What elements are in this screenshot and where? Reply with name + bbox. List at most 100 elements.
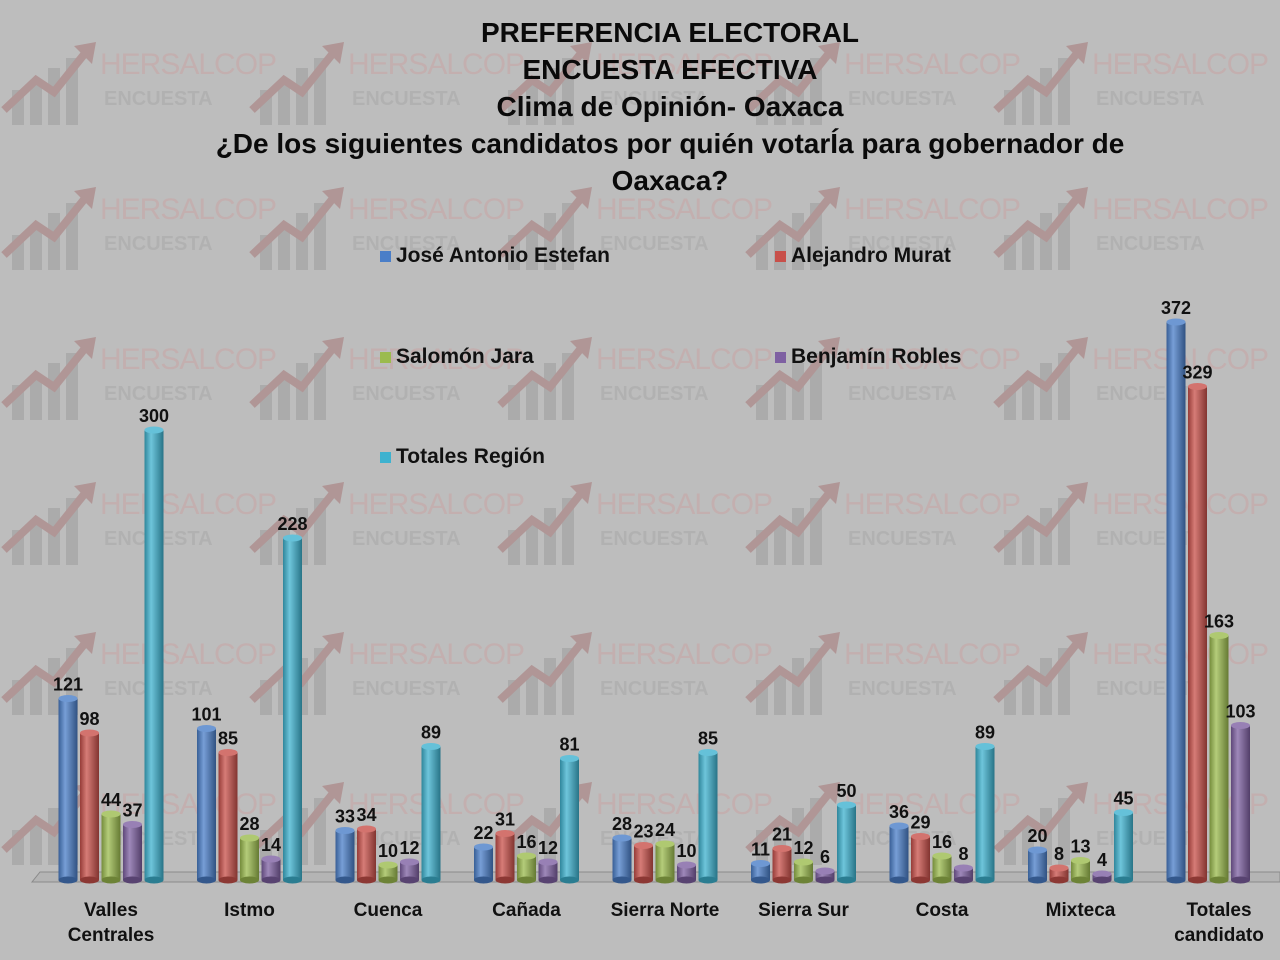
bar-2-1 — [80, 729, 99, 884]
bar-4-2 — [261, 855, 281, 884]
bar-3-9 — [1209, 632, 1229, 884]
watermark-sub: ENCUESTA — [1096, 233, 1205, 255]
trend-arrow-icon — [993, 337, 1088, 420]
watermark-name: HERSALCOP — [844, 638, 1021, 671]
bar-2-8 — [1049, 864, 1069, 884]
data-label: 89 — [421, 723, 441, 743]
bar-5-8 — [1114, 809, 1133, 884]
data-label: 23 — [633, 822, 653, 842]
bar-1-2 — [197, 725, 216, 884]
data-label: 121 — [53, 675, 83, 695]
category-label: Sierra Norte — [611, 900, 720, 921]
bar-5-2 — [283, 534, 302, 884]
trend-arrow-icon — [993, 187, 1088, 270]
category-label: Totales — [1186, 900, 1251, 921]
trend-arrow-icon — [497, 337, 592, 420]
bar-5-5 — [698, 749, 718, 884]
data-label: 37 — [122, 801, 142, 821]
data-label: 228 — [277, 514, 307, 534]
data-label: 10 — [378, 841, 398, 861]
title-line-2: ENCUESTA EFECTIVA — [522, 54, 818, 85]
category-label: Mixteca — [1046, 900, 1116, 921]
category-label: Centrales — [68, 925, 155, 946]
watermark-name: HERSALCOP — [348, 48, 525, 81]
legend-item-jara: Salomón Jara — [380, 345, 534, 369]
data-label: 101 — [191, 705, 221, 725]
category-label-layer: Valles Centrales Istmo Cuenca Cañada Sierra N… — [68, 900, 1264, 946]
watermark-sub: ENCUESTA — [600, 678, 709, 700]
watermark-name: HERSALCOP — [348, 488, 525, 521]
watermark-tile: HERSALCOP ENCUESTA — [248, 40, 525, 150]
watermark-sub: ENCUESTA — [600, 233, 709, 255]
data-label: 24 — [655, 820, 675, 840]
legend-item-totales-region: Totales Región — [380, 445, 545, 469]
watermark-name: HERSALCOP — [348, 343, 525, 376]
legend-swatch-murat — [775, 250, 786, 262]
data-label: 13 — [1070, 837, 1090, 857]
watermark-sub: ENCUESTA — [104, 233, 213, 255]
trend-arrow-icon — [497, 187, 592, 270]
bar-1-8 — [1028, 846, 1047, 884]
data-label: 8 — [1054, 844, 1064, 864]
data-label: 21 — [772, 825, 792, 845]
watermark-name: HERSALCOP — [596, 193, 773, 226]
watermark-name: HERSALCOP — [844, 343, 1021, 376]
trend-arrow-icon — [993, 42, 1088, 125]
data-label: 34 — [356, 805, 376, 825]
watermark-tile: HERSALCOP ENCUESTA — [248, 185, 525, 295]
trend-arrow-icon — [497, 482, 592, 565]
watermark-name: HERSALCOP — [100, 48, 277, 81]
data-label: 300 — [139, 406, 169, 426]
data-label: 89 — [975, 723, 995, 743]
watermark-sub: ENCUESTA — [352, 88, 461, 110]
watermark-sub: ENCUESTA — [352, 233, 461, 255]
bar-2-3 — [357, 825, 376, 884]
bar-1-9 — [1166, 318, 1186, 884]
watermark-name: HERSALCOP — [844, 193, 1021, 226]
data-label: 28 — [239, 814, 259, 834]
trend-arrow-icon — [745, 482, 840, 565]
data-label: 44 — [101, 790, 121, 810]
watermark-name: HERSALCOP — [100, 488, 277, 521]
bar-3-7 — [932, 852, 952, 884]
category-label: Cañada — [492, 900, 561, 921]
bar-1-1 — [58, 695, 78, 884]
category-label: Istmo — [224, 900, 275, 921]
bar-4-3 — [400, 858, 419, 884]
category-label: Sierra Sur — [758, 900, 849, 921]
legend-label-robles: Benjamín Robles — [791, 345, 962, 368]
watermark-name: HERSALCOP — [1092, 193, 1269, 226]
watermark-tile: HERSALCOP ENCUESTA — [992, 185, 1269, 295]
data-label: 329 — [1182, 363, 1212, 383]
bar-layer — [58, 318, 1250, 884]
bar-5-4 — [560, 755, 579, 884]
bar-5-1 — [144, 426, 164, 884]
trend-arrow-icon — [745, 337, 840, 420]
legend-swatch-robles — [775, 351, 786, 363]
watermark-name: HERSALCOP — [596, 48, 773, 81]
watermark-name: HERSALCOP — [348, 193, 525, 226]
data-label: 12 — [538, 838, 558, 858]
bar-5-3 — [421, 743, 441, 884]
category-label: Costa — [916, 900, 969, 921]
category-label: candidato — [1174, 925, 1264, 946]
data-label: 29 — [910, 813, 930, 833]
bar-3-2 — [240, 834, 259, 884]
bar-2-9 — [1188, 383, 1207, 884]
watermark-name: HERSALCOP — [348, 638, 525, 671]
legend-swatch-jara — [380, 351, 391, 363]
title-line-1: PREFERENCIA ELECTORAL — [480, 17, 860, 48]
bar-4-7 — [954, 864, 973, 884]
data-label: 81 — [559, 735, 579, 755]
bar-2-7 — [911, 833, 930, 884]
data-label: 10 — [676, 841, 696, 861]
